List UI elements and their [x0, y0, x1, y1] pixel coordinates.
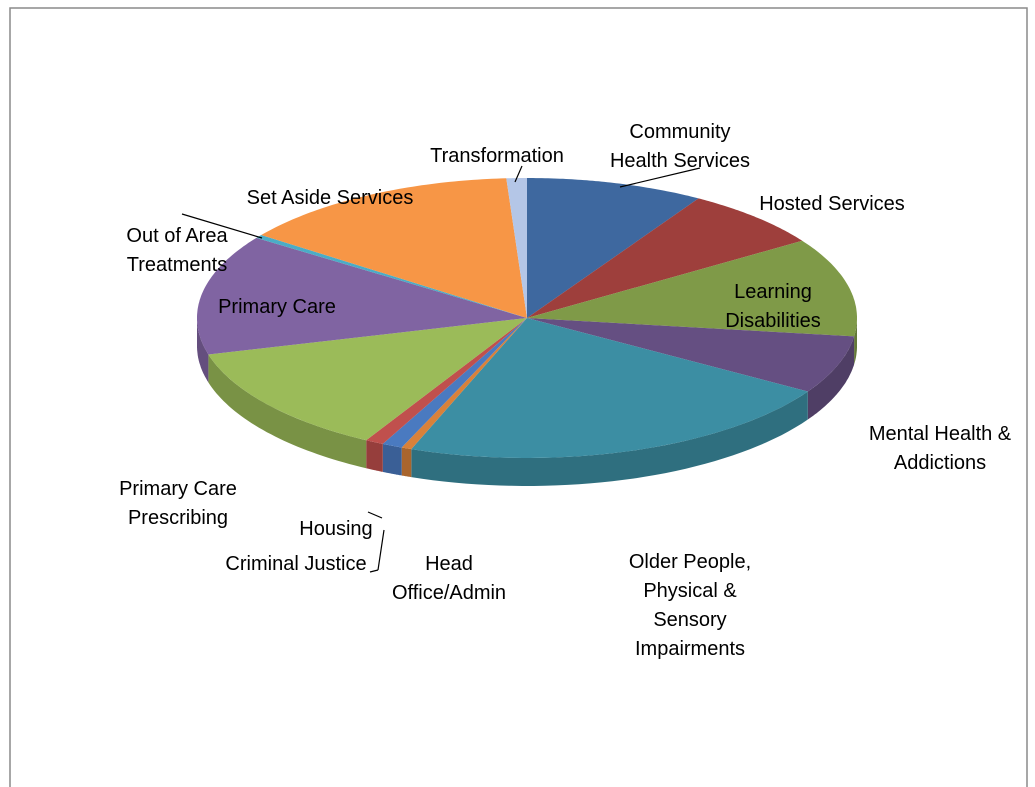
slice-side: [401, 447, 412, 478]
slice-label: Head Office/Admin: [391, 553, 507, 604]
slice-side: [366, 440, 383, 472]
frame: [9, 7, 1028, 787]
slice: [411, 318, 808, 458]
slice: [382, 318, 527, 448]
slice: [527, 178, 699, 318]
leader-line: [377, 529, 385, 571]
slice-side: [411, 391, 808, 486]
slice-label: Learning Disabilities: [725, 281, 821, 332]
slice: [506, 178, 527, 318]
slice-side: [854, 318, 857, 365]
leader-line: [369, 569, 379, 573]
slice: [366, 318, 527, 444]
leader-line: [367, 511, 383, 519]
leader-line: [619, 167, 701, 188]
slice-side: [807, 336, 855, 420]
slice-label: Community Health Services: [609, 121, 751, 172]
leader-line: [514, 165, 523, 183]
slice: [401, 318, 527, 450]
slice-label: Transformation: [430, 145, 564, 167]
slice-side: [197, 318, 209, 383]
pie-sides: [197, 318, 857, 486]
slice: [208, 318, 527, 441]
slice: [256, 235, 527, 318]
slice-label: Older People, Physical & Sensory Impairm…: [628, 551, 752, 660]
leader-line: [181, 213, 263, 239]
slice-label: Set Aside Services: [246, 187, 414, 209]
leader-lines: [181, 165, 701, 573]
slice-label: Hosted Services: [759, 193, 905, 215]
slice-label: Primary Care: [218, 296, 336, 318]
slice-label: Housing: [299, 518, 373, 540]
slice: [527, 240, 857, 337]
slice-label: Primary Care Prescribing: [119, 478, 237, 529]
slice: [527, 198, 803, 318]
slice-side: [382, 443, 402, 476]
slice-label: Criminal Justice: [225, 553, 367, 575]
slice: [261, 178, 527, 318]
slice-side: [208, 354, 367, 469]
pie-tops: [197, 178, 857, 458]
slice: [527, 318, 855, 392]
slice-label: Out of Area Treatments: [126, 225, 228, 276]
slice-label: Mental Health & Addictions: [868, 423, 1012, 474]
slice: [197, 237, 527, 355]
